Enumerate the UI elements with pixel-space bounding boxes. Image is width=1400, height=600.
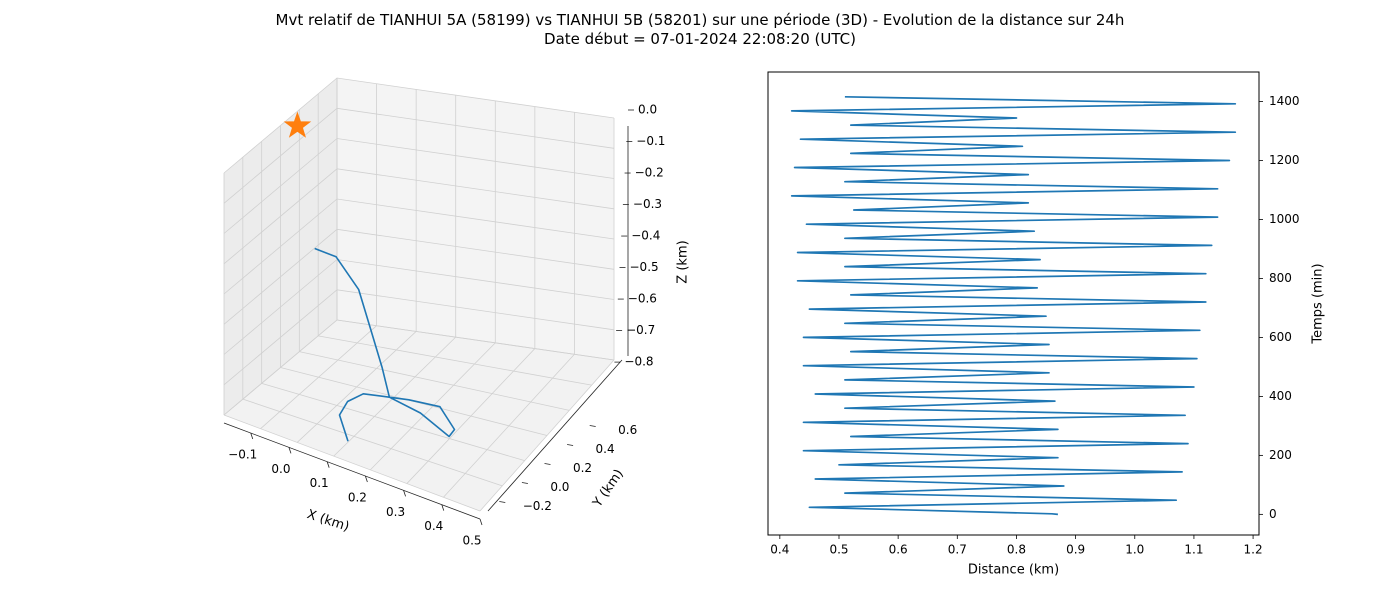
y-tick	[567, 444, 574, 446]
x-tick-label: 0.5	[462, 534, 481, 548]
grid-line-z	[223, 107, 615, 204]
x-tick-label: 1.0	[1125, 543, 1144, 557]
grid-line-y-floor	[261, 382, 525, 462]
y-tick-label: 400	[1269, 389, 1292, 403]
y-tick-label: 200	[1269, 448, 1292, 462]
y-tick-label: 1000	[1269, 212, 1300, 226]
x-tick-label: 0.1	[310, 476, 329, 490]
figure-title: Mvt relatif de TIANHUI 5A (58199) vs TIA…	[275, 11, 1125, 29]
y-axis-line	[487, 359, 623, 512]
y-tick-label: 0.2	[573, 461, 592, 475]
x-tick-label: 0.8	[1007, 543, 1026, 557]
grid-line-y-floor	[242, 398, 503, 487]
y-tick-label: 1200	[1269, 153, 1300, 167]
grid-line-z	[223, 198, 615, 295]
chart-3d-trajectory: −0.1 0.0 0.1 0.2 0.3 0.4 0.5 X (km) −0.2 0.0 0.2 0.…	[223, 77, 691, 548]
z-axis-label: Z (km)	[676, 240, 691, 283]
y-tick-label: 0.0	[550, 480, 569, 494]
x-tick-label: 0.9	[1066, 543, 1085, 557]
z-tick-label: −0.8	[624, 355, 653, 369]
y-axis-label: Temps (min)	[1311, 263, 1326, 344]
figure-subtitle: Date début = 07-01-2024 22:08:20 (UTC)	[544, 30, 856, 48]
y-tick-label: 0	[1269, 507, 1277, 521]
z-tick-label: −0.2	[635, 166, 664, 180]
x-tick-label: −0.1	[228, 448, 257, 462]
grid-line-y-floor	[299, 351, 570, 411]
star-marker	[283, 111, 312, 138]
grid-line-z	[223, 319, 615, 416]
x-tick-label: 0.5	[829, 543, 848, 557]
z-tick-label: −0.6	[628, 292, 657, 306]
chart-distance-vs-time: 0.4 0.5 0.6 0.7 0.8 0.9 1.0 1.1 1.2 Distance (km)…	[767, 71, 1326, 578]
y-tick-label: 600	[1269, 330, 1292, 344]
plot-frame	[767, 71, 1260, 536]
x-axis-label: Distance (km)	[968, 563, 1059, 578]
x-axis-line	[223, 422, 481, 520]
x-tick-label: 1.1	[1184, 543, 1203, 557]
x-tick	[441, 504, 445, 511]
x-tick-label: 1.2	[1244, 543, 1263, 557]
x-tick-label: 0.3	[386, 505, 405, 519]
x-tick	[288, 447, 292, 454]
y-tick-label: −0.2	[523, 499, 552, 513]
x-tick-label: 0.2	[348, 491, 367, 505]
x-tick	[479, 518, 483, 526]
x-tick-label: 0.0	[271, 462, 290, 476]
z-tick-label: −0.7	[626, 323, 655, 337]
trajectory-line	[314, 247, 456, 442]
y-tick	[544, 463, 551, 465]
x-tick	[326, 461, 330, 468]
x-tick-label: 0.7	[948, 543, 967, 557]
x-tick	[403, 490, 406, 497]
y-tick	[521, 482, 528, 484]
y-axis-label: Y (km)	[590, 467, 627, 511]
grid-line-y-floor	[223, 414, 481, 512]
x-tick-label: 0.4	[424, 519, 443, 533]
z-tick-label: −0.1	[636, 134, 665, 148]
grid-line-z	[223, 228, 615, 325]
y-tick-label: 0.6	[618, 423, 637, 437]
z-tick-label: −0.5	[630, 260, 659, 274]
x-tick-label: 0.6	[889, 543, 908, 557]
x-axis-label: X (km)	[305, 507, 351, 535]
x-tick	[250, 432, 254, 440]
y-tick-label: 1400	[1269, 94, 1300, 108]
x-tick	[364, 475, 368, 483]
z-tick-label: 0.0	[638, 103, 657, 117]
distance-series-line	[790, 95, 1237, 516]
y-tick-label: 800	[1269, 271, 1292, 285]
z-tick-label: −0.3	[633, 197, 662, 211]
grid-line-z	[223, 289, 615, 386]
x-tick-label: 0.4	[770, 543, 789, 557]
y-tick-label: 0.4	[596, 442, 615, 456]
z-tick-label: −0.4	[631, 229, 660, 243]
grid-line-z	[223, 138, 615, 234]
y-tick	[499, 501, 506, 503]
grid-line-y-floor	[318, 335, 592, 386]
grid-line-z	[223, 168, 615, 265]
grid-line-z	[223, 77, 615, 174]
y-tick	[589, 425, 596, 427]
